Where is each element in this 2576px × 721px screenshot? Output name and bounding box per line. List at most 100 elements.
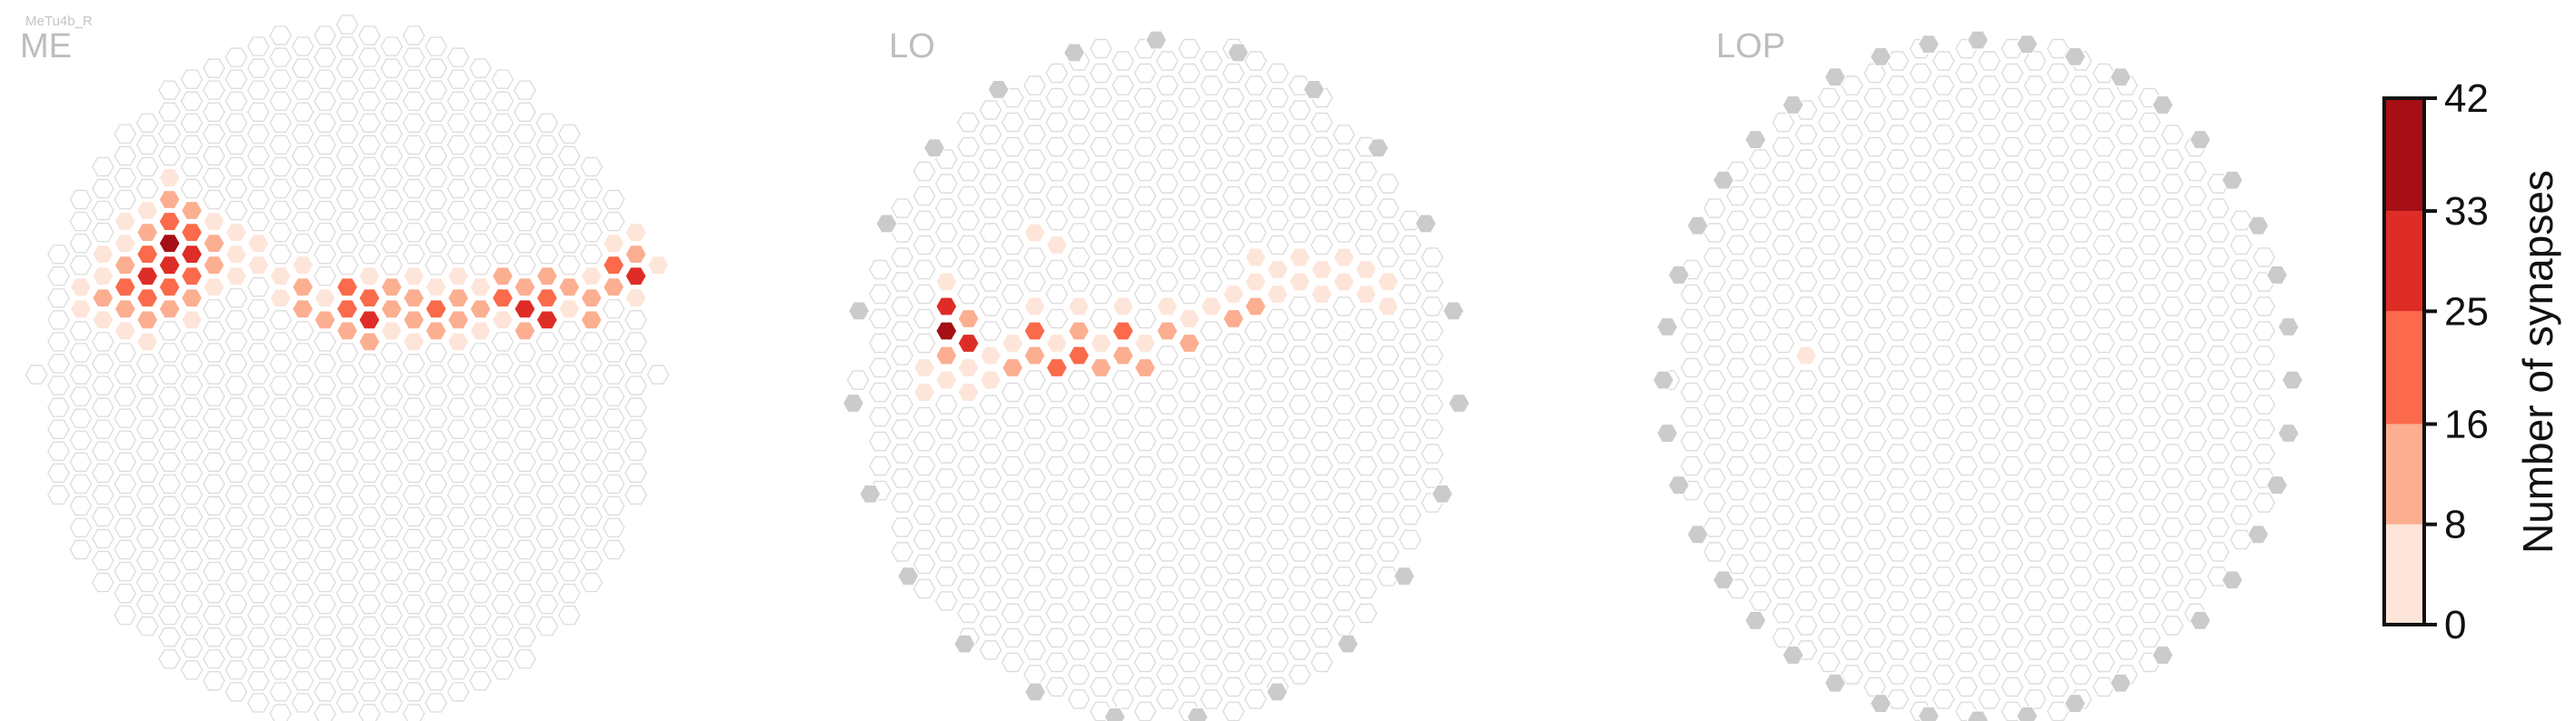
hex-empty-cell <box>1817 578 1841 599</box>
hex-empty-cell <box>2069 591 2092 611</box>
hex-empty-cell <box>358 222 381 243</box>
hex-outside-cell <box>1712 170 1735 190</box>
hex-empty-cell <box>291 496 315 516</box>
hex-empty-cell <box>1978 321 2001 341</box>
hex-empty-cell <box>2069 616 2092 636</box>
hex-empty-cell <box>2001 406 2024 427</box>
hex-empty-cell <box>1399 480 1422 501</box>
hex-empty-cell <box>1886 517 1910 537</box>
hex-empty-cell <box>602 321 625 341</box>
hex-empty-cell <box>2092 87 2115 108</box>
hex-empty-cell <box>402 200 425 221</box>
hex-empty-cell <box>158 145 181 166</box>
hex-empty-cell <box>2138 136 2162 157</box>
hex-empty-cell <box>225 550 248 571</box>
hex-empty-cell <box>1863 63 1887 84</box>
hex-empty-cell <box>69 189 93 210</box>
hex-empty-cell <box>1863 259 1887 280</box>
hex-empty-cell <box>1863 112 1887 133</box>
hex-empty-cell <box>69 474 93 495</box>
hex-empty-cell <box>469 561 492 582</box>
hex-empty-cell <box>1932 665 1955 685</box>
hex-empty-cell <box>2230 235 2252 255</box>
hex-empty-cell <box>491 69 514 89</box>
hex-empty-cell <box>491 178 514 199</box>
hex-empty-cell <box>2207 370 2230 390</box>
hex-empty-cell <box>1333 174 1355 194</box>
hex-empty-cell <box>891 345 914 366</box>
hex-empty-cell <box>491 156 514 177</box>
hex-empty-cell <box>1089 185 1113 206</box>
hex-empty-cell <box>1266 63 1289 84</box>
hex-empty-cell <box>602 430 625 450</box>
hex-empty-cell <box>1886 542 1910 562</box>
hex-empty-cell <box>934 174 958 194</box>
hex-empty-cell <box>91 376 115 396</box>
hex-empty-cell <box>314 354 336 374</box>
hex-empty-cell <box>557 605 581 626</box>
hex-empty-cell <box>2046 259 2070 280</box>
hex-empty-cell <box>979 419 1003 439</box>
hex-empty-cell <box>1288 345 1312 366</box>
hex-empty-cell <box>1243 149 1267 169</box>
hex-outside-cell <box>1414 214 1437 234</box>
hex-empty-cell <box>2046 456 2070 476</box>
hex-empty-cell <box>114 365 137 385</box>
hex-data-cell <box>135 332 159 352</box>
hex-empty-cell <box>469 124 492 145</box>
hex-empty-cell <box>1978 640 2001 660</box>
hex-outside-cell <box>2277 423 2301 444</box>
hex-empty-cell <box>180 69 204 89</box>
hex-empty-cell <box>602 189 625 210</box>
hex-empty-cell <box>1243 468 1267 488</box>
hex-empty-cell <box>2207 345 2230 366</box>
hex-empty-cell <box>225 135 248 155</box>
hex-empty-cell <box>424 561 448 582</box>
hex-empty-cell <box>1932 247 1955 267</box>
hex-empty-cell <box>1354 382 1378 403</box>
hex-empty-cell <box>1749 395 1772 415</box>
hex-empty-cell <box>557 365 581 385</box>
hex-empty-cell <box>314 572 336 593</box>
hex-empty-cell <box>2092 185 2115 206</box>
hex-empty-cell <box>1841 395 1863 415</box>
hex-empty-cell <box>1376 468 1400 488</box>
hex-empty-cell <box>1089 63 1113 84</box>
hex-empty-cell <box>1841 321 1863 341</box>
hex-data-cell <box>135 222 159 243</box>
hex-data-cell <box>158 167 181 188</box>
hex-empty-cell <box>1841 517 1863 537</box>
hex-empty-cell <box>2001 63 2024 84</box>
hex-empty-cell <box>335 693 359 713</box>
hex-data-cell <box>1376 296 1400 316</box>
hex-empty-cell <box>1886 149 1910 169</box>
hex-empty-cell <box>380 167 404 188</box>
hex-empty-cell <box>1333 591 1355 611</box>
hex-empty-cell <box>1001 185 1024 206</box>
hex-empty-cell <box>979 395 1003 415</box>
hex-empty-cell <box>114 167 137 188</box>
hex-empty-cell <box>1288 542 1312 562</box>
hex-empty-cell <box>314 156 336 177</box>
hex-data-cell <box>314 310 336 330</box>
hex-empty-cell <box>269 178 293 199</box>
hex-empty-cell <box>158 474 181 495</box>
hex-empty-cell <box>1067 566 1091 586</box>
hex-empty-cell <box>1288 149 1312 169</box>
hex-empty-cell <box>2115 174 2139 194</box>
hex-empty-cell <box>203 102 225 122</box>
hex-empty-cell <box>1243 100 1267 120</box>
hex-data-cell <box>114 321 137 341</box>
hex-outside-cell <box>896 566 920 586</box>
hex-empty-cell <box>1841 198 1863 218</box>
hex-empty-cell <box>1200 345 1223 366</box>
hex-data-cell <box>1001 357 1024 378</box>
hex-empty-cell <box>246 124 270 145</box>
hex-empty-cell <box>358 178 381 199</box>
hex-empty-cell <box>469 474 492 495</box>
hex-empty-cell <box>1886 370 1910 390</box>
hex-empty-cell <box>1886 640 1910 660</box>
hex-data-cell <box>402 310 425 330</box>
hex-empty-cell <box>535 594 559 615</box>
hex-empty-cell <box>1886 125 1910 145</box>
